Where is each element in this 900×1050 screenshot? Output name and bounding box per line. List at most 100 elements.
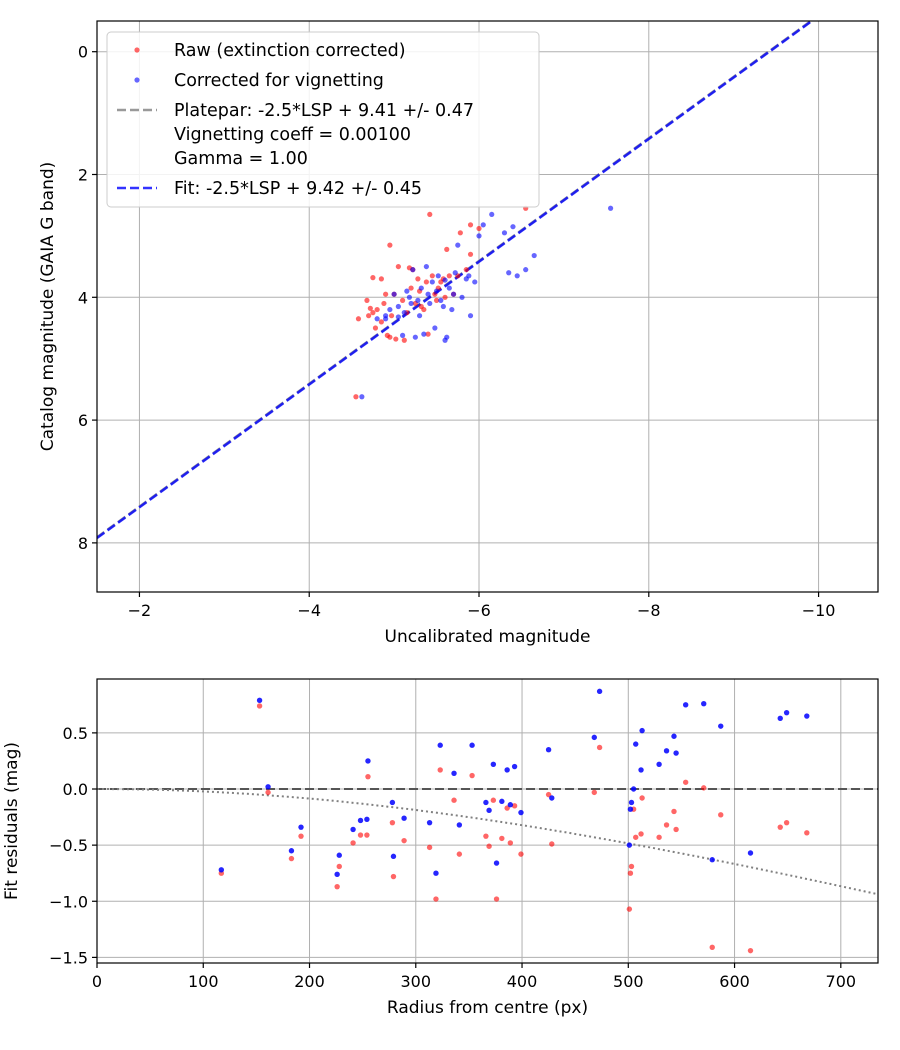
raw-point [427, 211, 433, 218]
y-tick-label: −1.0 [49, 892, 88, 911]
corrected-point [426, 819, 433, 826]
raw-point [425, 331, 431, 337]
raw-point [507, 840, 514, 846]
corrected-point [359, 394, 365, 400]
corrected-point [459, 294, 465, 300]
corrected-point [365, 758, 371, 764]
corrected-point [433, 288, 440, 294]
corrected-point [718, 723, 724, 729]
raw-point [463, 267, 469, 273]
y-tick-label: 0.5 [63, 724, 88, 743]
raw-point [682, 779, 689, 785]
raw-point [633, 834, 639, 840]
corrected-point [256, 697, 263, 704]
raw-series [353, 205, 529, 400]
raw-point [596, 744, 603, 751]
raw-series [218, 703, 810, 954]
x-tick-label: −2 [128, 601, 152, 620]
corrected-point [466, 273, 472, 279]
raw-point [395, 263, 401, 270]
raw-point [298, 833, 304, 839]
legend-label: Gamma = 1.00 [174, 149, 308, 169]
corrected-point [504, 767, 510, 773]
corrected-point [401, 815, 407, 821]
y-tick-label: 6 [78, 411, 88, 430]
raw-point [378, 319, 384, 325]
corrected-point [506, 270, 512, 276]
corrected-point [410, 267, 416, 273]
plot-area [97, 688, 878, 954]
raw-point [446, 273, 452, 279]
corrected-point [288, 848, 295, 854]
corrected-point [334, 871, 340, 878]
corrected-series [218, 688, 810, 878]
corrected-point [374, 316, 380, 322]
raw-point [367, 305, 373, 311]
legend-box [106, 31, 540, 208]
corrected-point [591, 734, 597, 741]
corrected-point [395, 314, 401, 320]
corrected-point [627, 806, 634, 812]
raw-point [673, 826, 679, 833]
corrected-point [435, 273, 441, 279]
x-tick-label: 700 [826, 972, 857, 991]
corrected-point [336, 852, 342, 858]
raw-point [493, 896, 500, 902]
corrected-point [626, 842, 633, 848]
corrected-point [510, 224, 516, 230]
corrected-point [350, 826, 356, 833]
corrected-point [416, 313, 423, 319]
raw-point [265, 789, 271, 796]
raw-point [256, 703, 263, 709]
raw-point [444, 246, 450, 252]
raw-point [370, 310, 376, 316]
corrected-point [656, 761, 662, 768]
raw-point [387, 242, 393, 248]
corrected-point [607, 205, 614, 211]
raw-point [490, 797, 497, 803]
raw-point [549, 841, 555, 847]
raw-point [626, 906, 633, 912]
corrected-point [523, 267, 529, 273]
x-tick-label: −6 [467, 601, 491, 620]
y-axis-label: Fit residuals (mag) [2, 742, 22, 900]
corrected-point [432, 325, 438, 331]
raw-point [499, 835, 505, 842]
raw-point [591, 789, 597, 796]
corrected-point [467, 313, 474, 319]
raw-point [783, 819, 790, 826]
corrected-point [499, 798, 505, 805]
x-tick-label: −4 [297, 601, 321, 620]
legend-label: Raw (extinction corrected) [174, 41, 406, 61]
corrected-point [421, 331, 427, 337]
corrected-point [507, 802, 514, 808]
raw-point [467, 222, 474, 228]
corrected-point [682, 702, 689, 708]
y-tick-label: 2 [78, 165, 88, 184]
corrected-point [747, 850, 754, 856]
corrected-point [804, 713, 810, 719]
corrected-point [440, 303, 446, 310]
raw-point [638, 831, 644, 837]
legend-label: Corrected for vignetting [174, 71, 384, 91]
corrected-point [783, 709, 790, 716]
corrected-point [418, 285, 424, 291]
raw-point [469, 772, 475, 779]
corrected-point [425, 291, 431, 297]
corrected-point [489, 211, 495, 218]
y-tick-label: 0 [78, 43, 88, 62]
corrected-point [218, 867, 225, 873]
raw-point [511, 803, 518, 809]
raw-point [518, 851, 524, 857]
x-tick-label: 600 [719, 972, 750, 991]
corrected-point [490, 761, 497, 768]
corrected-point [455, 242, 461, 248]
raw-point [656, 834, 662, 840]
corrected-point [501, 230, 508, 236]
magnitude-plot: −2 −4 −6 −8 −10 0 2 4 6 8 Uncalibrated magnitude Ca… [38, 20, 879, 647]
corrected-point [480, 222, 486, 228]
corrected-point [364, 816, 370, 823]
raw-point [387, 334, 393, 340]
x-tick-label: 400 [507, 972, 538, 991]
corrected-point [400, 332, 406, 338]
